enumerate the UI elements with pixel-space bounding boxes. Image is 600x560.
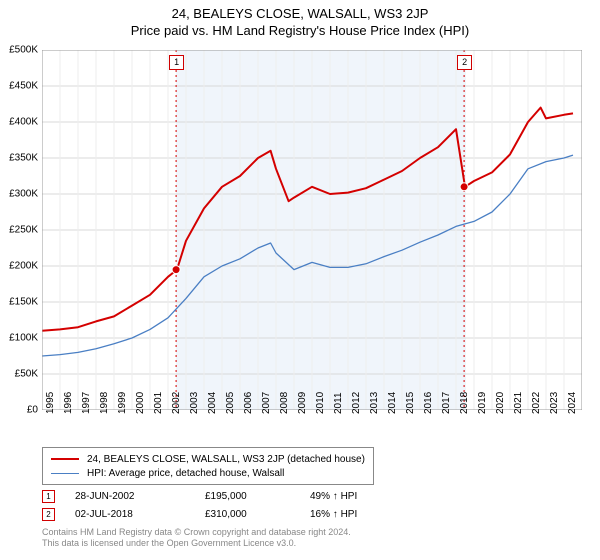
sale-hpi-relative: 49% ↑ HPI [310, 491, 420, 502]
y-axis-label: £50K [15, 369, 38, 380]
x-axis-label: 2021 [513, 392, 524, 414]
chart-subtitle: Price paid vs. HM Land Registry's House … [0, 21, 600, 38]
legend-swatch [51, 473, 79, 474]
legend-text: HPI: Average price, detached house, Wals… [87, 468, 284, 479]
x-axis-label: 2000 [135, 392, 146, 414]
chart-area: £0£50K£100K£150K£200K£250K£300K£350K£400… [42, 50, 582, 410]
legend-text: 24, BEALEYS CLOSE, WALSALL, WS3 2JP (det… [87, 454, 365, 465]
legend-swatch [51, 458, 79, 460]
x-axis-label: 2003 [189, 392, 200, 414]
x-axis-label: 2020 [495, 392, 506, 414]
chart-container: 24, BEALEYS CLOSE, WALSALL, WS3 2JP Pric… [0, 0, 600, 560]
x-axis-label: 1997 [81, 392, 92, 414]
x-axis-label: 2002 [171, 392, 182, 414]
sales-table: 1 28-JUN-2002£195,00049% ↑ HPI 2 02-JUL-201… [42, 487, 420, 523]
legend-row: 24, BEALEYS CLOSE, WALSALL, WS3 2JP (det… [51, 452, 365, 466]
sale-marker-icon: 1 [42, 490, 55, 503]
chart-title: 24, BEALEYS CLOSE, WALSALL, WS3 2JP [0, 0, 600, 21]
x-axis-label: 2023 [549, 392, 560, 414]
y-axis-label: £100K [9, 333, 38, 344]
x-axis-label: 2006 [243, 392, 254, 414]
legend: 24, BEALEYS CLOSE, WALSALL, WS3 2JP (det… [42, 447, 374, 485]
x-axis-label: 1998 [99, 392, 110, 414]
sale-row: 1 28-JUN-2002£195,00049% ↑ HPI [42, 487, 420, 505]
footer-line1: Contains HM Land Registry data © Crown c… [42, 527, 351, 538]
x-axis-label: 2018 [459, 392, 470, 414]
y-axis-label: £400K [9, 117, 38, 128]
x-axis-label: 2016 [423, 392, 434, 414]
x-axis-label: 1996 [63, 392, 74, 414]
sale-price: £310,000 [205, 509, 310, 520]
y-axis-label: £450K [9, 81, 38, 92]
y-axis-label: £0 [27, 405, 38, 416]
x-axis-label: 2013 [369, 392, 380, 414]
y-axis-label: £200K [9, 261, 38, 272]
x-axis-label: 2004 [207, 392, 218, 414]
x-axis-label: 2014 [387, 392, 398, 414]
x-axis-label: 1999 [117, 392, 128, 414]
x-axis-label: 2017 [441, 392, 452, 414]
sale-row: 2 02-JUL-2018£310,00016% ↑ HPI [42, 505, 420, 523]
sale-date: 28-JUN-2002 [75, 491, 205, 502]
footer-attribution: Contains HM Land Registry data © Crown c… [42, 527, 351, 550]
x-axis-label: 2007 [261, 392, 272, 414]
y-axis-label: £500K [9, 45, 38, 56]
y-axis-label: £250K [9, 225, 38, 236]
x-axis-label: 2009 [297, 392, 308, 414]
sale-hpi-relative: 16% ↑ HPI [310, 509, 420, 520]
y-axis-label: £300K [9, 189, 38, 200]
x-axis-label: 2024 [567, 392, 578, 414]
y-axis-label: £150K [9, 297, 38, 308]
x-axis-label: 2022 [531, 392, 542, 414]
x-axis-label: 2015 [405, 392, 416, 414]
chart-svg [42, 50, 582, 410]
x-axis-label: 2012 [351, 392, 362, 414]
x-axis-label: 1995 [45, 392, 56, 414]
x-axis-label: 2008 [279, 392, 290, 414]
sale-marker-label: 1 [169, 55, 184, 70]
x-axis-label: 2001 [153, 392, 164, 414]
sale-marker-label: 2 [457, 55, 472, 70]
y-axis-label: £350K [9, 153, 38, 164]
sale-marker-icon: 2 [42, 508, 55, 521]
legend-row: HPI: Average price, detached house, Wals… [51, 466, 365, 480]
x-axis-label: 2019 [477, 392, 488, 414]
footer-line2: This data is licensed under the Open Gov… [42, 538, 351, 549]
x-axis-label: 2005 [225, 392, 236, 414]
x-axis-label: 2010 [315, 392, 326, 414]
sale-price: £195,000 [205, 491, 310, 502]
x-axis-label: 2011 [333, 392, 344, 414]
sale-date: 02-JUL-2018 [75, 509, 205, 520]
